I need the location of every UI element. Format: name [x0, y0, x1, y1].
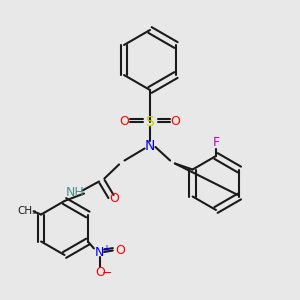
Text: S: S — [146, 115, 154, 128]
Text: O: O — [95, 266, 105, 280]
Text: N: N — [95, 245, 105, 259]
Text: O: O — [171, 115, 180, 128]
Text: NH: NH — [66, 185, 84, 199]
Text: CH₃: CH₃ — [17, 206, 37, 217]
Text: O: O — [115, 244, 125, 257]
Text: +: + — [103, 244, 110, 254]
Text: O: O — [120, 115, 129, 128]
Text: F: F — [212, 136, 220, 149]
Text: N: N — [145, 139, 155, 152]
Text: O: O — [110, 191, 119, 205]
Text: −: − — [101, 266, 112, 280]
